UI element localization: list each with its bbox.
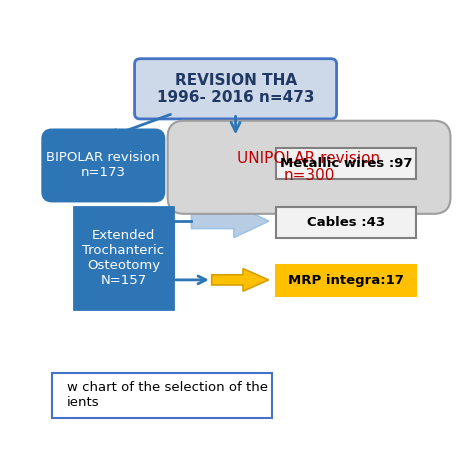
Text: MRP integra:17: MRP integra:17 [288, 274, 404, 287]
Text: BIPOLAR revision
n=173: BIPOLAR revision n=173 [46, 152, 160, 180]
FancyBboxPatch shape [135, 59, 337, 119]
FancyBboxPatch shape [276, 207, 416, 237]
FancyBboxPatch shape [43, 130, 164, 201]
Text: REVISION THA
1996- 2016 n=473: REVISION THA 1996- 2016 n=473 [157, 73, 314, 105]
Polygon shape [191, 205, 269, 237]
FancyBboxPatch shape [276, 265, 416, 296]
Text: w chart of the selection of the
ients: w chart of the selection of the ients [66, 382, 268, 410]
Text: Cables :43: Cables :43 [307, 216, 385, 228]
Text: Metallic wires :97: Metallic wires :97 [280, 157, 412, 170]
FancyBboxPatch shape [168, 121, 450, 214]
Polygon shape [191, 137, 269, 179]
FancyBboxPatch shape [74, 207, 173, 309]
Text: Extended
Trochanteric
Osteotomy
N=157: Extended Trochanteric Osteotomy N=157 [82, 228, 164, 287]
Polygon shape [212, 269, 269, 291]
FancyBboxPatch shape [276, 148, 416, 179]
FancyBboxPatch shape [52, 373, 272, 418]
Text: UNIPOLAR revision
n=300: UNIPOLAR revision n=300 [237, 151, 381, 183]
